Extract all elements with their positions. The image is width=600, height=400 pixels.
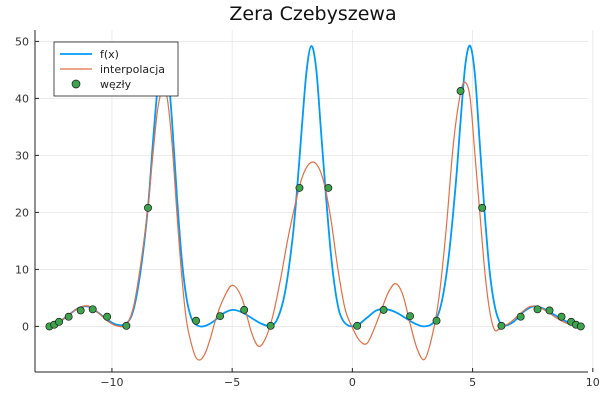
legend-label-1: interpolacja [100,63,165,76]
node-point [406,312,415,321]
node-point [432,316,441,325]
legend: f(x) interpolacja węzły [53,41,179,97]
node-point [144,203,152,212]
node-point [240,305,249,314]
series-line-1 [49,81,579,361]
node-point [103,312,112,321]
node-point [64,312,73,321]
node-point [533,305,542,314]
node-point [216,312,225,321]
plot-series [45,44,585,361]
node-point [295,183,304,192]
x-tick-label: 5 [469,376,476,389]
y-tick-label: 40 [15,92,29,105]
x-tick-label: 0 [349,376,356,389]
node-point [576,322,585,331]
x-tick-label: −5 [224,376,240,389]
x-tick-label: −10 [100,376,123,389]
node-point [266,321,275,330]
y-tick-label: 50 [15,35,29,48]
node-point [353,321,362,330]
y-tick-label: 30 [15,149,29,162]
node-point [76,306,85,315]
node-point [324,183,333,192]
legend-swatch-2 [71,79,81,89]
node-point [379,305,388,314]
node-point [497,321,506,330]
node-point [545,306,554,315]
y-tick-label: 10 [15,263,29,276]
y-tick-label: 20 [15,206,29,219]
node-point [122,321,131,330]
node-point [557,312,566,321]
node-point [516,312,525,321]
node-point [88,305,97,314]
legend-label-0: f(x) [100,48,119,61]
node-point [55,317,63,326]
node-point [456,87,465,95]
series-line-0 [49,44,581,328]
legend-label-2: węzły [100,78,132,91]
axes: −10 −5 0 5 10 0 10 20 30 40 50 [15,30,600,389]
y-tick-label: 0 [22,320,29,333]
x-tick-label: 10 [586,376,600,389]
node-point [478,203,487,212]
node-point [192,316,201,325]
chart-title: Zera Czebyszewa [229,3,396,25]
